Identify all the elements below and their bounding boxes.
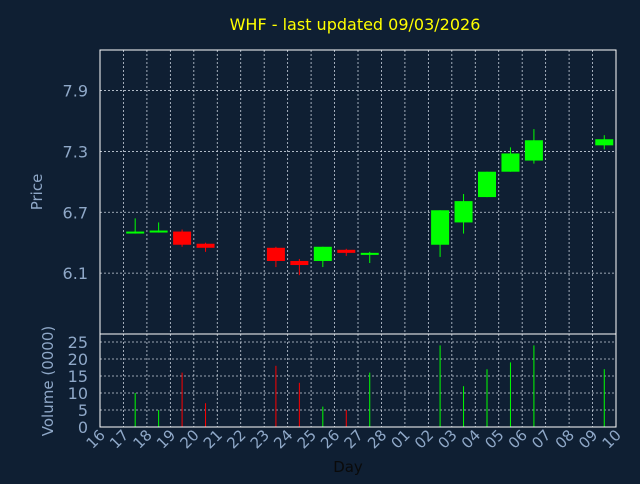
candle-body <box>313 246 332 261</box>
candle-body <box>431 210 450 245</box>
candle-body <box>266 247 285 261</box>
price-axis-label: Price <box>28 174 46 211</box>
x-axis-label: Day <box>333 458 363 476</box>
frame-layer <box>99 49 617 428</box>
candle-body <box>595 139 614 146</box>
volume-tick-label: 10 <box>68 384 88 403</box>
price-tick-label: 7.9 <box>63 82 88 101</box>
chart-title: WHF - last updated 09/03/2026 <box>230 15 481 34</box>
candle-body <box>196 243 215 248</box>
candle-body <box>149 230 168 233</box>
volume-tick-label: 20 <box>68 350 88 369</box>
candle-body <box>337 249 356 253</box>
candle-body <box>360 252 379 255</box>
candle-body <box>501 153 520 172</box>
candle-body <box>478 171 496 198</box>
volume-tick-label: 0 <box>78 418 88 437</box>
volume-panel-frame <box>99 333 617 428</box>
marks-layer <box>126 129 614 427</box>
volume-tick-label: 15 <box>68 367 88 386</box>
candle-body <box>173 231 192 245</box>
price-tick-label: 6.7 <box>63 203 88 222</box>
volume-axis-label: Volume (0000) <box>39 326 57 436</box>
candle-body <box>126 231 145 234</box>
volume-tick-label: 5 <box>78 401 88 420</box>
candle-body <box>454 201 473 223</box>
grid-layer <box>100 50 616 427</box>
volume-tick-label: 25 <box>68 333 88 352</box>
price-tick-label: 6.1 <box>63 264 88 283</box>
price-tick-label: 7.3 <box>63 142 88 161</box>
candle-body <box>524 140 543 161</box>
candle-body <box>290 260 309 266</box>
